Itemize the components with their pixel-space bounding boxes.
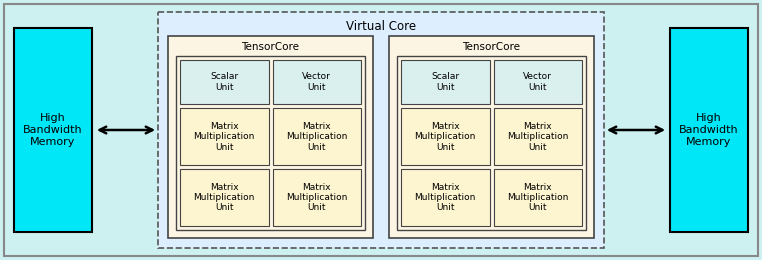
Bar xyxy=(401,60,489,104)
Text: Scalar
Unit: Scalar Unit xyxy=(431,73,459,92)
Text: Matrix
Multiplication
Unit: Matrix Multiplication Unit xyxy=(507,183,568,212)
Bar xyxy=(180,60,268,104)
Bar xyxy=(273,108,361,165)
Text: TensorCore: TensorCore xyxy=(242,42,299,52)
Bar xyxy=(401,108,489,165)
Bar xyxy=(168,36,373,238)
Bar xyxy=(273,169,361,226)
Bar xyxy=(494,108,582,165)
Text: Scalar
Unit: Scalar Unit xyxy=(210,73,239,92)
Bar xyxy=(397,56,586,230)
Text: TensorCore: TensorCore xyxy=(463,42,520,52)
Text: Matrix
Multiplication
Unit: Matrix Multiplication Unit xyxy=(194,183,255,212)
Text: Matrix
Multiplication
Unit: Matrix Multiplication Unit xyxy=(507,122,568,152)
Text: Virtual Core: Virtual Core xyxy=(346,20,416,32)
Text: Vector
Unit: Vector Unit xyxy=(523,73,552,92)
Bar xyxy=(180,108,268,165)
Text: High
Bandwidth
Memory: High Bandwidth Memory xyxy=(679,113,739,147)
Text: High
Bandwidth
Memory: High Bandwidth Memory xyxy=(23,113,83,147)
Bar xyxy=(176,56,365,230)
Text: Matrix
Multiplication
Unit: Matrix Multiplication Unit xyxy=(194,122,255,152)
Text: Vector
Unit: Vector Unit xyxy=(303,73,331,92)
Bar xyxy=(389,36,594,238)
Bar xyxy=(494,60,582,104)
Bar xyxy=(273,60,361,104)
Bar xyxy=(180,169,268,226)
Text: Matrix
Multiplication
Unit: Matrix Multiplication Unit xyxy=(286,183,347,212)
Bar xyxy=(494,169,582,226)
Bar xyxy=(401,169,489,226)
Bar xyxy=(670,28,748,232)
Text: Matrix
Multiplication
Unit: Matrix Multiplication Unit xyxy=(415,183,476,212)
Text: Matrix
Multiplication
Unit: Matrix Multiplication Unit xyxy=(415,122,476,152)
Text: Matrix
Multiplication
Unit: Matrix Multiplication Unit xyxy=(286,122,347,152)
Bar xyxy=(158,12,604,248)
Bar xyxy=(14,28,92,232)
